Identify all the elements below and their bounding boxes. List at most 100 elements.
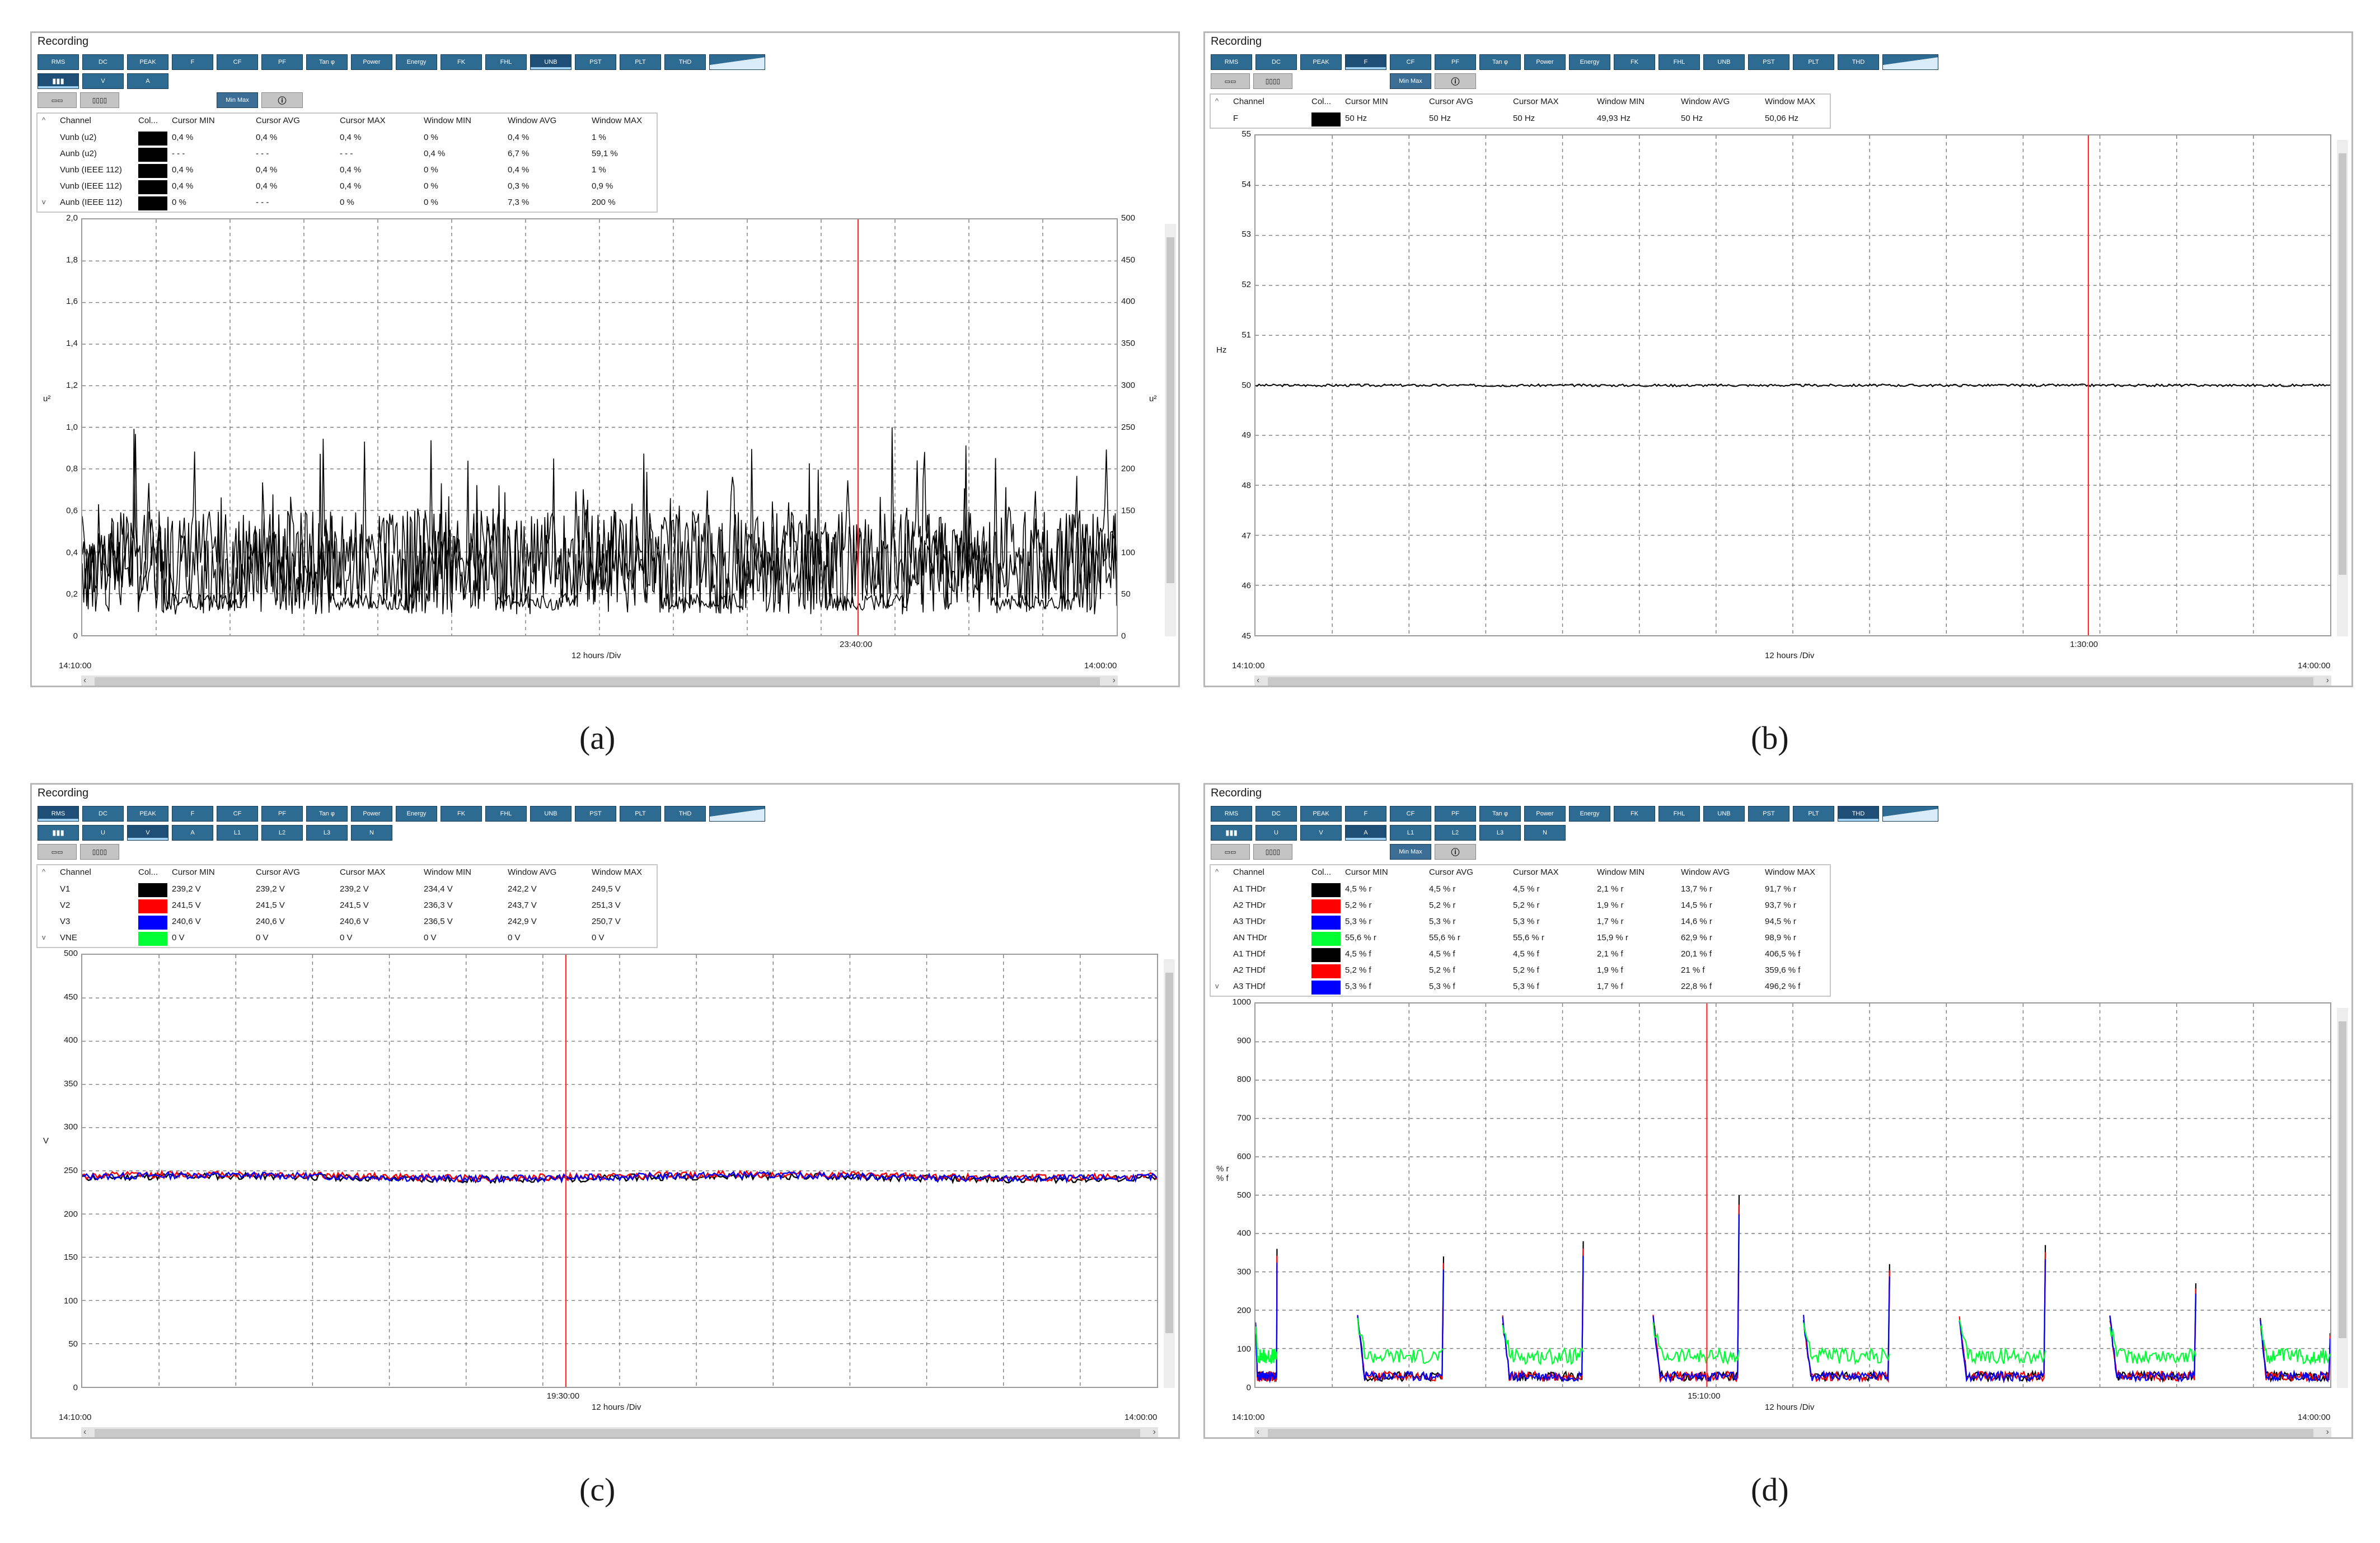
toolbar-button-pf[interactable]: PF [261,54,303,70]
toolbar-button-fk[interactable]: FK [1614,54,1655,70]
table-row[interactable]: A1 THDr 4,5 % r 4,5 % r 4,5 % r 2,1 % r 13,7 … [1211,882,1830,898]
toolbar-button-pst[interactable]: PST [575,54,616,70]
digits-button[interactable]: ▯▯▯▯ [1253,844,1292,860]
table-row[interactable]: V2 241,5 V 241,5 V 241,5 V 236,3 V 243,7 V 251… [38,898,657,914]
channel-button-l3[interactable]: L3 [306,825,348,841]
channel-button-all[interactable]: ▮▮▮ [38,825,79,841]
scroll-right-icon[interactable]: › [1112,676,1116,685]
horizontal-scrollbar[interactable]: ‹ › [81,676,1118,686]
column-header[interactable]: Col... [138,116,158,125]
table-row[interactable]: V1 239,2 V 239,2 V 239,2 V 234,4 V 242,2 V 249… [38,882,657,898]
column-header[interactable]: Cursor AVG [256,116,300,125]
toolbar-button-energy[interactable]: Energy [1569,806,1610,822]
toolbar-button-scale[interactable] [709,806,765,822]
channel-color-swatch[interactable] [138,132,167,146]
column-header[interactable]: Cursor AVG [256,867,300,877]
toolbar-button-fk[interactable]: FK [1614,806,1655,822]
column-header[interactable]: Cursor MAX [1513,867,1559,877]
toolbar-button-dc[interactable]: DC [1255,806,1297,822]
toolbar-button-f[interactable]: F [172,54,213,70]
horizontal-scroll-thumb[interactable] [95,1429,1140,1437]
toolbar-button-peak[interactable]: PEAK [1300,54,1342,70]
channel-button-a[interactable]: A [1345,825,1386,841]
vertical-scrollbar[interactable] [1164,959,1175,1388]
toolbar-button-fk[interactable]: FK [441,54,482,70]
column-header[interactable]: Cursor AVG [1429,867,1473,877]
channel-color-swatch[interactable] [138,883,167,897]
channel-button-u[interactable]: U [82,825,124,841]
vertical-scroll-thumb[interactable] [1166,237,1174,583]
channel-button-n[interactable]: N [1524,825,1566,841]
column-header[interactable]: Window MIN [424,116,472,125]
min-max-button[interactable]: Min Max [1390,844,1431,860]
scroll-right-icon[interactable]: › [2326,676,2329,685]
table-row[interactable]: A3 THDf 5,3 % f 5,3 % f 5,3 % f 1,7 % f 22,8 … [1211,979,1830,996]
toolbar-button-fhl[interactable]: FHL [1658,806,1700,822]
table-row[interactable]: Aunb (u2) - - - - - - - - - 0,4 % 6,7 % 59,1 % [38,147,657,163]
toolbar-button-rms[interactable]: RMS [38,806,79,822]
toolbar-button-peak[interactable]: PEAK [1300,806,1342,822]
column-header[interactable]: Channel [1233,97,1264,106]
table-row[interactable]: Aunb (IEEE 112) 0 % - - - 0 % 0 % 7,3 % 200 % [38,195,657,212]
channel-button-all[interactable]: ▮▮▮ [1211,825,1252,841]
horizontal-scroll-thumb[interactable] [1268,1429,2313,1437]
toolbar-button-dc[interactable]: DC [82,806,124,822]
channel-color-swatch[interactable] [1311,932,1341,946]
horizontal-scrollbar[interactable]: ‹ › [1254,676,2331,686]
column-header[interactable]: Col... [1311,867,1332,877]
table-row[interactable]: Vunb (IEEE 112) 0,4 % 0,4 % 0,4 % 0 % 0,3 % 0,… [38,179,657,195]
column-header[interactable]: Cursor MAX [340,116,386,125]
toolbar-button-energy[interactable]: Energy [396,54,437,70]
toolbar-button-tan-[interactable]: Tan φ [306,806,348,822]
channel-color-swatch[interactable] [1311,948,1341,962]
toolbar-button-scale[interactable] [1882,806,1938,822]
scroll-left-icon[interactable]: ‹ [83,1427,87,1437]
plot-area[interactable] [81,218,1118,636]
vertical-scrollbar[interactable] [2337,140,2348,636]
scroll-right-icon[interactable]: › [1152,1427,1156,1437]
toolbar-button-power[interactable]: Power [1524,54,1566,70]
column-header[interactable]: Channel [1233,867,1264,877]
channel-button-v[interactable]: V [127,825,168,841]
toolbar-button-pst[interactable]: PST [1748,806,1789,822]
table-row[interactable]: A3 THDr 5,3 % r 5,3 % r 5,3 % r 1,7 % r 14,6 … [1211,914,1830,931]
horizontal-scroll-thumb[interactable] [1268,677,2313,686]
toolbar-button-thd[interactable]: THD [1838,54,1879,70]
table-row[interactable]: VNE 0 V 0 V 0 V 0 V 0 V 0 V [38,931,657,947]
toolbar-button-cf[interactable]: CF [217,806,258,822]
toolbar-button-power[interactable]: Power [351,806,392,822]
toolbar-button-pst[interactable]: PST [1748,54,1789,70]
toolbar-button-pf[interactable]: PF [1435,54,1476,70]
toolbar-button-pf[interactable]: PF [1435,806,1476,822]
channel-button-l1[interactable]: L1 [1390,825,1431,841]
scroll-down-icon[interactable]: v [42,198,46,206]
view-mode-button[interactable]: ▭▭ [1211,844,1250,860]
scroll-down-icon[interactable]: v [42,933,46,941]
toolbar-button-cf[interactable]: CF [1390,806,1431,822]
channel-button-a[interactable]: A [127,73,168,89]
scroll-left-icon[interactable]: ‹ [83,676,87,685]
channel-button-v[interactable]: V [1300,825,1342,841]
toolbar-button-fk[interactable]: FK [441,806,482,822]
toolbar-button-dc[interactable]: DC [1255,54,1297,70]
toolbar-button-energy[interactable]: Energy [1569,54,1610,70]
column-header[interactable]: Channel [60,116,91,125]
toolbar-button-tan-[interactable]: Tan φ [1479,806,1521,822]
toolbar-button-plt[interactable]: PLT [620,54,661,70]
channel-button-n[interactable]: N [351,825,392,841]
toolbar-button-peak[interactable]: PEAK [127,806,168,822]
toolbar-button-thd[interactable]: THD [1838,806,1879,822]
scroll-right-icon[interactable]: › [2326,1427,2329,1437]
toolbar-button-unb[interactable]: UNB [530,806,571,822]
table-row[interactable]: V3 240,6 V 240,6 V 240,6 V 236,5 V 242,9 V 250… [38,914,657,931]
column-header[interactable]: Channel [60,867,91,877]
column-header[interactable]: Window MAX [1765,867,1816,877]
toolbar-button-plt[interactable]: PLT [1793,806,1834,822]
column-header[interactable]: Cursor MIN [172,116,215,125]
vertical-scroll-thumb[interactable] [2339,153,2346,575]
table-row[interactable]: AN THDr 55,6 % r 55,6 % r 55,6 % r 15,9 % r 6… [1211,931,1830,947]
info-icon[interactable]: ⓘ [1435,844,1476,860]
info-icon[interactable]: ⓘ [261,92,303,108]
vertical-scrollbar[interactable] [2337,1008,2348,1388]
channel-color-swatch[interactable] [1311,981,1341,995]
